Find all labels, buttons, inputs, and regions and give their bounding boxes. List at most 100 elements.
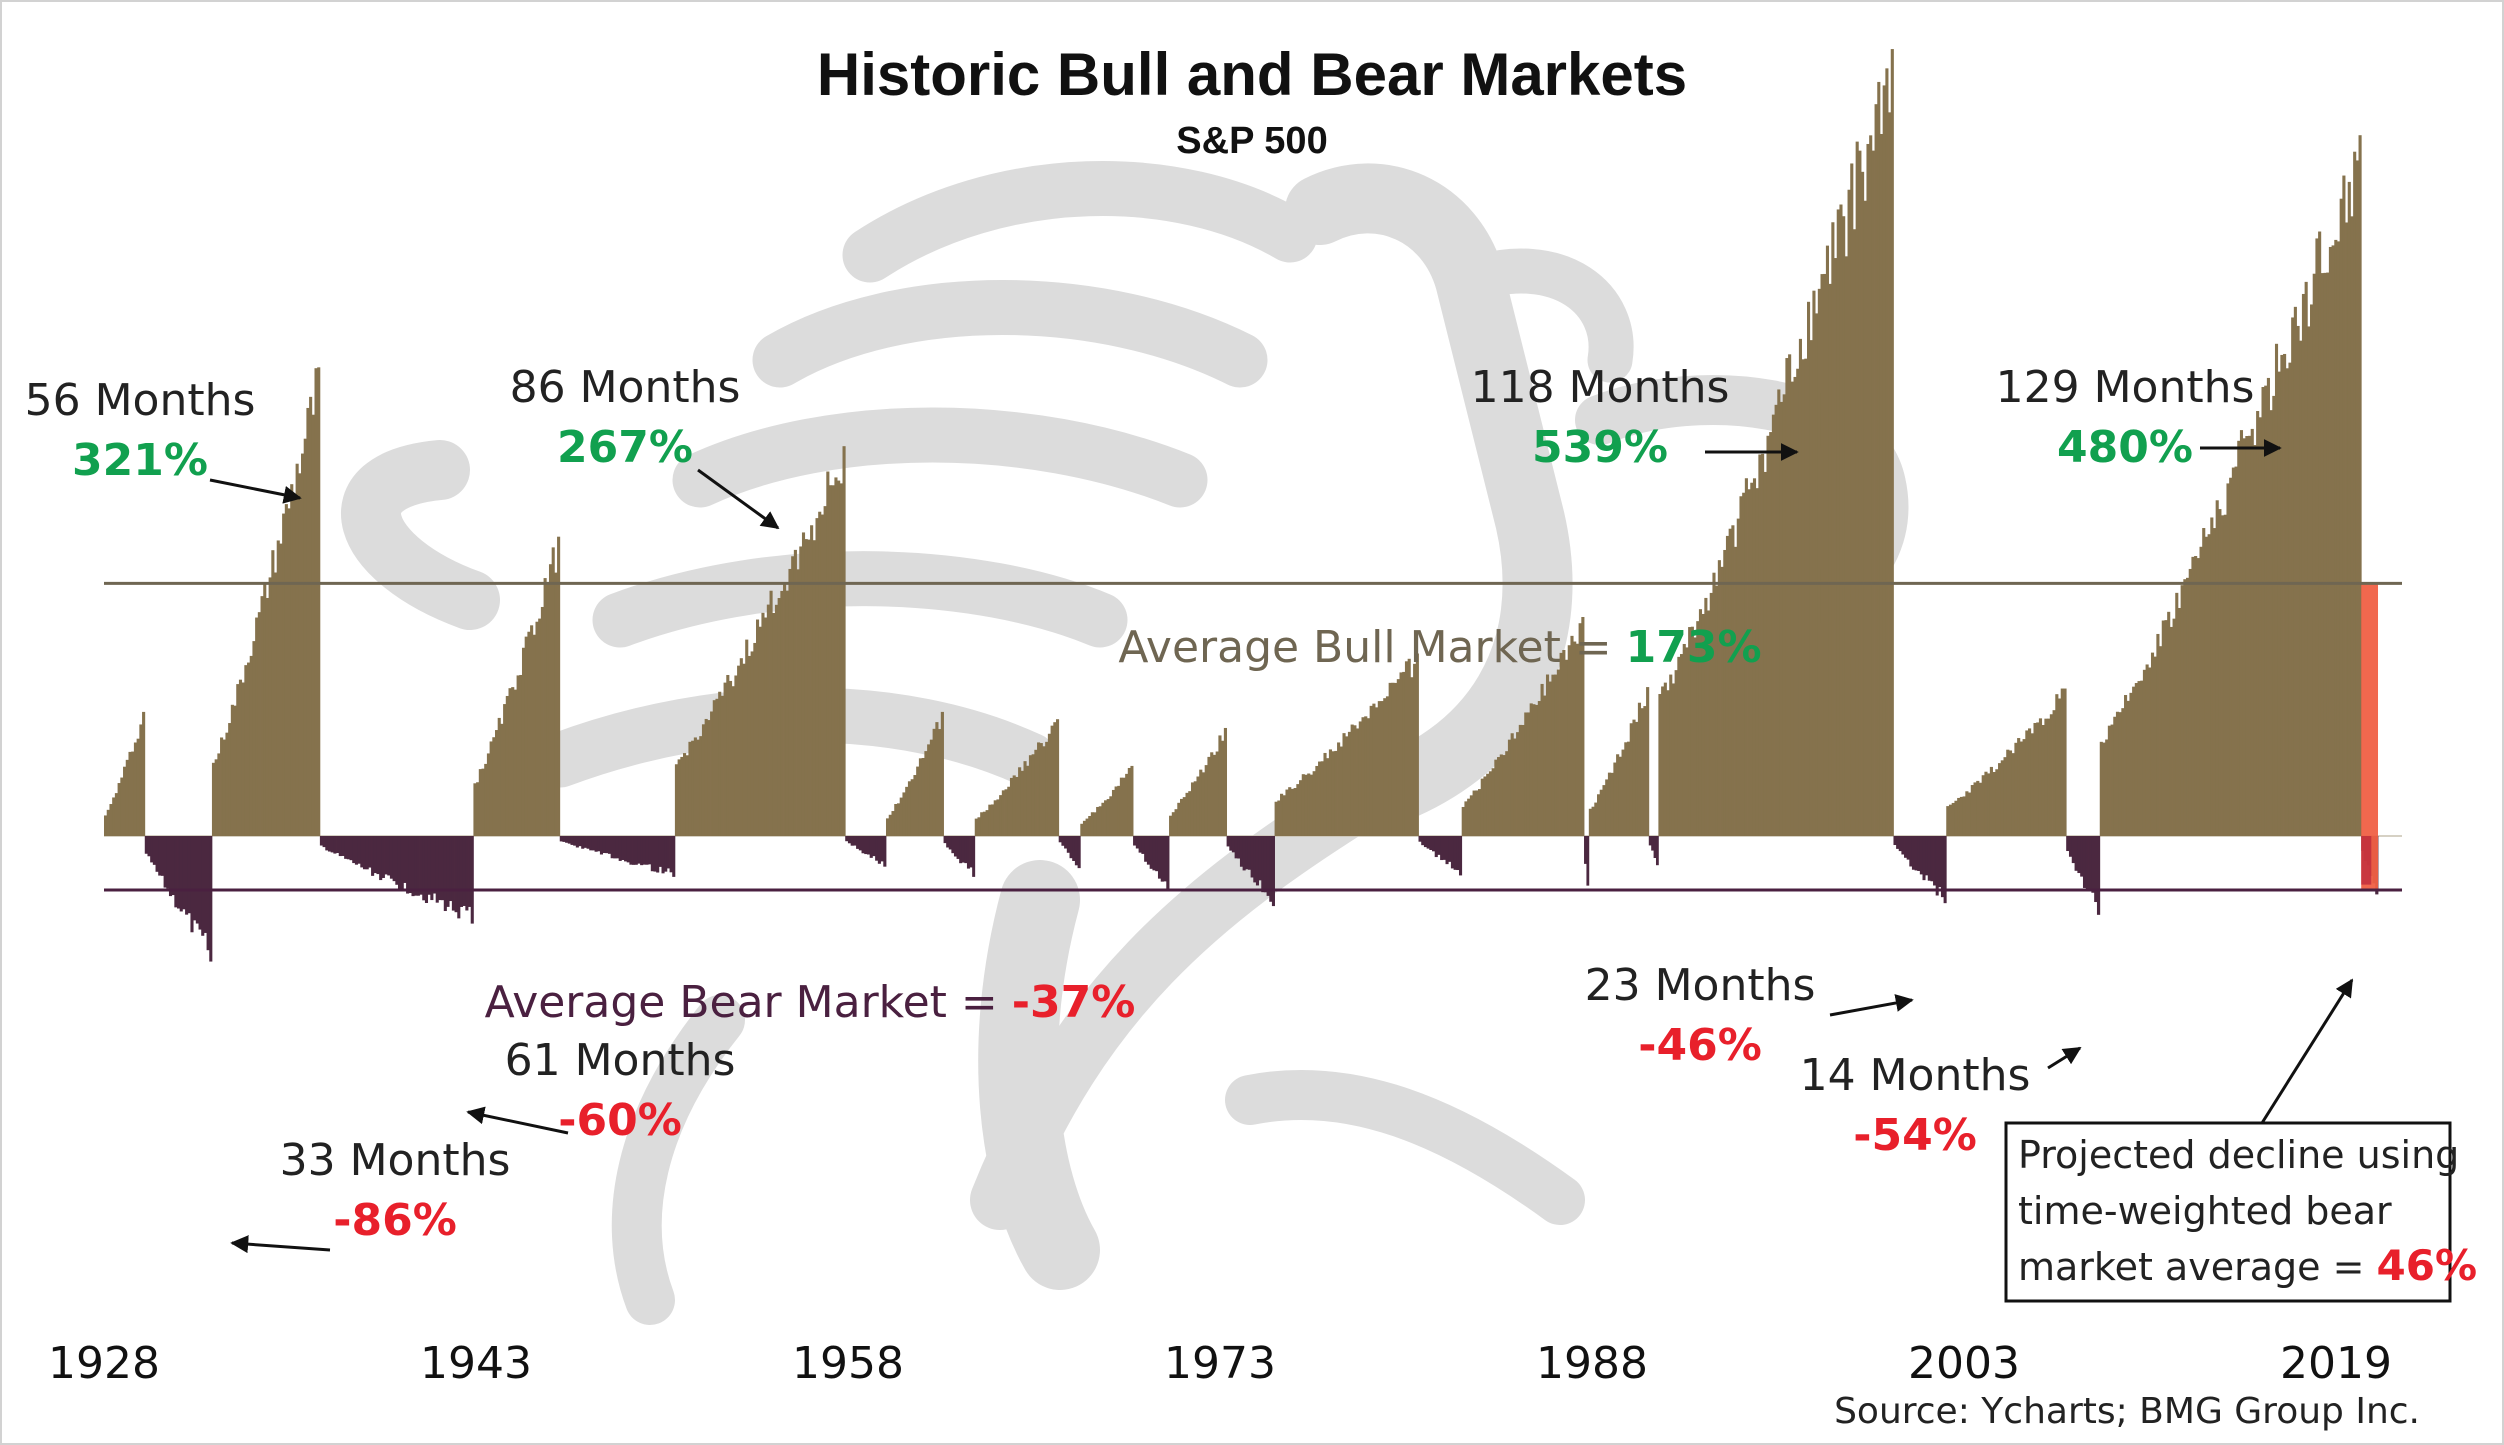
bull-bar: [2336, 241, 2341, 836]
bull-bar: [1090, 812, 1094, 836]
bear-label-0-pct: -86%: [333, 1195, 457, 1246]
bear-bar: [1234, 836, 1238, 859]
bull-arrow-1: [697, 468, 780, 530]
bull-bar: [1666, 690, 1670, 836]
bull-bar: [1998, 763, 2002, 836]
bull-bar: [1532, 704, 1536, 836]
bull-label-1-pct: 267%: [557, 422, 693, 473]
bull-bar: [1012, 775, 1016, 836]
bear-bar: [597, 836, 601, 852]
bear-bar: [1253, 836, 1257, 883]
bull-bar: [2124, 695, 2128, 836]
bull-bar: [896, 803, 901, 836]
bull-bar: [1088, 815, 1092, 836]
average-bear-value: -37%: [1012, 977, 1136, 1028]
bear-bar: [877, 836, 881, 864]
bear-bar: [349, 836, 353, 861]
bull-bar: [1635, 721, 1639, 836]
bear-bar: [2088, 836, 2092, 892]
bull-bar: [1274, 801, 1278, 836]
bear-bar: [847, 836, 852, 844]
bull-bar: [1023, 761, 1027, 836]
bull-bar: [1761, 453, 1765, 836]
bull-bar: [1042, 746, 1046, 836]
bull-bar: [1350, 724, 1354, 836]
bull-bar: [974, 818, 978, 836]
bull-bar: [217, 753, 221, 836]
bull-label-0-months: 56 Months: [25, 375, 256, 426]
bear-bar: [2077, 836, 2081, 874]
bear-bar: [864, 836, 868, 855]
bull-bar: [938, 729, 942, 836]
bull-bar: [2258, 417, 2262, 836]
bear-bar: [1655, 836, 1659, 866]
bear-bar: [166, 836, 170, 889]
bear-bar: [1245, 836, 1249, 870]
bull-bar: [2242, 438, 2246, 836]
bear-bar: [959, 836, 963, 864]
bear-bar: [462, 836, 466, 906]
bull-bar: [2345, 222, 2349, 837]
bull-bar: [1318, 761, 1322, 836]
bear-bar: [1914, 836, 1918, 871]
bull-label-0-pct: 321%: [72, 435, 208, 486]
bull-bar: [1693, 637, 1697, 836]
bull-bar: [707, 720, 711, 836]
bull-bar: [265, 597, 270, 836]
bull-bar: [2177, 607, 2182, 836]
bull-bar: [1661, 686, 1665, 836]
bull-bar: [535, 621, 539, 836]
bear-bar: [1904, 836, 1908, 858]
bull-bar: [2164, 620, 2168, 836]
bear-bar: [177, 836, 181, 909]
bear-bar: [1896, 836, 1900, 849]
bull-bar: [2215, 500, 2219, 836]
bull-bar: [1104, 800, 1108, 836]
bull-bar: [486, 753, 490, 836]
bull-bar: [691, 740, 695, 836]
bear-bar: [869, 836, 873, 858]
bull-bar: [918, 758, 923, 836]
bear-bar: [850, 836, 854, 846]
bear-bar: [201, 836, 205, 936]
bull-bar: [1992, 772, 1996, 836]
bear-bar: [961, 836, 965, 863]
bull-bar: [1885, 68, 1889, 837]
bull-bar: [902, 792, 906, 836]
bull-bar: [2055, 694, 2059, 836]
bull-bar: [1385, 696, 1390, 836]
bear-bar: [664, 836, 668, 872]
bear-bar: [1943, 836, 1947, 904]
bear-bar: [1456, 836, 1460, 871]
bear-label-3-months: 14 Months: [1800, 1050, 2031, 1101]
bear-bar: [1917, 836, 1921, 871]
bull-bar: [715, 698, 719, 836]
bull-bar: [2137, 681, 2141, 836]
bear-bar: [575, 836, 579, 848]
bear-bar: [147, 836, 151, 857]
bull-bar: [688, 741, 692, 836]
bull-bar: [1809, 340, 1813, 836]
bear-bar: [1940, 836, 1944, 898]
bear-bar: [621, 836, 625, 860]
bear-label-2-pct: -46%: [1638, 1020, 1762, 1071]
bull-bar: [2153, 656, 2157, 836]
bull-bar: [1461, 806, 1465, 836]
bull-bar: [1763, 471, 1767, 836]
bear-bar: [352, 836, 356, 864]
bull-bar: [1685, 647, 1689, 836]
bull-bar: [834, 477, 838, 836]
bear-bar: [1935, 836, 1939, 896]
bull-bar: [1575, 643, 1579, 836]
bear-bar: [1247, 836, 1252, 870]
bull-bar: [128, 751, 132, 836]
bear-bar: [427, 836, 431, 895]
bear-bar: [193, 836, 197, 921]
bear-bar: [656, 836, 660, 873]
bear-bar: [845, 836, 849, 842]
bear-bar: [424, 836, 429, 903]
bear-bar: [2074, 836, 2078, 871]
bull-bar: [1093, 812, 1097, 836]
bear-bar: [969, 836, 973, 868]
bull-bar: [899, 797, 903, 836]
